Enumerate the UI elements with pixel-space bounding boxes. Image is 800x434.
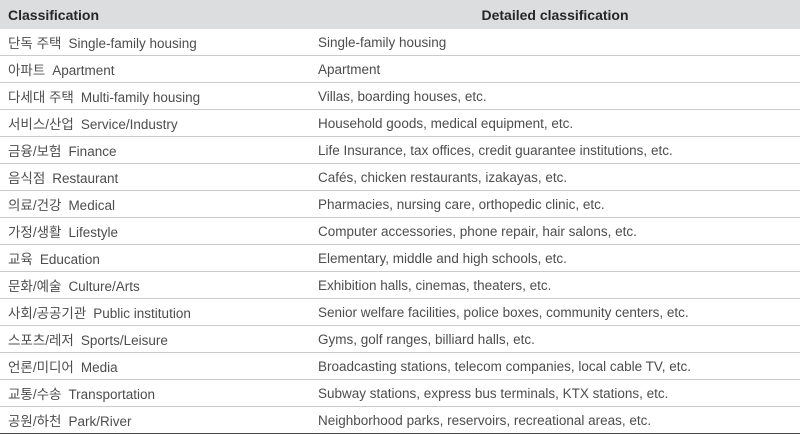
detailed-classification-cell: Subway stations, express bus terminals, … [310,379,800,407]
classification-cell: 금융/보험 Finance [0,136,310,164]
classification-korean-label: 언론/미디어 [8,360,74,375]
classification-english-label: Transportation [68,387,155,402]
table-body: 단독 주택 Single-family housing Single-family … [0,29,800,434]
classification-korean-label: 스포츠/레저 [8,333,74,348]
classification-cell: 의료/건강 Medical [0,190,310,218]
detailed-classification-cell: Life Insurance, tax offices, credit guar… [310,136,800,164]
column-header-detailed-classification: Detailed classification [310,0,800,29]
table-row: 문화/예술 Culture/Arts Exhibition halls, cinem… [0,271,800,299]
classification-english-label: Apartment [52,63,115,78]
classification-korean-label: 교통/수송 [8,387,62,402]
classification-cell: 서비스/산업 Service/Industry [0,109,310,137]
header-row: Classification Detailed classification [0,0,800,29]
classification-korean-label: 단독 주택 [8,36,62,51]
classification-korean-label: 공원/하천 [8,414,62,429]
detailed-classification-cell: Senior welfare facilities, police boxes,… [310,298,800,326]
classification-korean-label: 서비스/산업 [8,117,74,132]
table-row: 공원/하천 Park/River Neighborhood parks, reser… [0,406,800,434]
table-row: 사회/공공기관 Public institution Senior welfare … [0,298,800,326]
detailed-classification-cell: Household goods, medical equipment, etc. [310,109,800,137]
classification-korean-label: 교육 [8,252,33,267]
classification-english-label: Single-family housing [68,36,197,51]
detailed-classification-cell: Villas, boarding houses, etc. [310,82,800,110]
column-header-classification: Classification [0,0,310,29]
classification-korean-label: 가정/생활 [8,225,62,240]
classification-korean-label: 아파트 [8,63,46,78]
classification-cell: 문화/예술 Culture/Arts [0,271,310,299]
detailed-classification-cell: Computer accessories, phone repair, hair… [310,217,800,245]
classification-cell: 공원/하천 Park/River [0,406,310,434]
table-row: 언론/미디어 Media Broadcasting stations, teleco… [0,352,800,380]
detailed-classification-cell: Exhibition halls, cinemas, theaters, etc… [310,271,800,299]
classification-korean-label: 의료/건강 [8,198,62,213]
classification-korean-label: 금융/보험 [8,144,62,159]
table-row: 단독 주택 Single-family housing Single-family … [0,29,800,56]
detailed-classification-cell: Neighborhood parks, reservoirs, recreati… [310,406,800,434]
classification-cell: 교육 Education [0,244,310,272]
classification-english-label: Education [39,252,100,267]
classification-english-label: Multi-family housing [80,90,201,105]
classification-cell: 사회/공공기관 Public institution [0,298,310,326]
table-row: 음식점 Restaurant Cafés, chicken restaurants,… [0,163,800,191]
classification-cell: 아파트 Apartment [0,55,310,83]
classification-korean-label: 사회/공공기관 [8,306,87,321]
classification-english-label: Medical [68,198,115,213]
classification-english-label: Lifestyle [68,225,118,240]
detailed-classification-cell: Pharmacies, nursing care, orthopedic cli… [310,190,800,218]
classification-english-label: Public institution [93,306,191,321]
table-header: Classification Detailed classification [0,0,800,29]
detailed-classification-cell: Single-family housing [310,29,800,56]
classification-cell: 단독 주택 Single-family housing [0,29,310,56]
classification-english-label: Media [80,360,118,375]
classification-english-label: Sports/Leisure [80,333,168,348]
classification-korean-label: 음식점 [8,171,46,186]
classification-english-label: Park/River [68,414,132,429]
table-row: 서비스/산업 Service/Industry Household goods, m… [0,109,800,137]
classification-korean-label: 문화/예술 [8,279,62,294]
classification-cell: 음식점 Restaurant [0,163,310,191]
table-row: 의료/건강 Medical Pharmacies, nursing care, or… [0,190,800,218]
classification-cell: 교통/수송 Transportation [0,379,310,407]
table-row: 가정/생활 Lifestyle Computer accessories, phon… [0,217,800,245]
classification-cell: 가정/생활 Lifestyle [0,217,310,245]
classification-english-label: Service/Industry [80,117,178,132]
classification-korean-label: 다세대 주택 [8,90,74,105]
detailed-classification-cell: Cafés, chicken restaurants, izakayas, et… [310,163,800,191]
table-row: 교육 Education Elementary, middle and high s… [0,244,800,272]
classification-cell: 언론/미디어 Media [0,352,310,380]
detailed-classification-cell: Elementary, middle and high schools, etc… [310,244,800,272]
detailed-classification-cell: Broadcasting stations, telecom companies… [310,352,800,380]
detailed-classification-cell: Gyms, golf ranges, billiard halls, etc. [310,325,800,353]
classification-english-label: Culture/Arts [68,279,140,294]
table-row: 다세대 주택 Multi-family housing Villas, boardi… [0,82,800,110]
table-row: 아파트 Apartment Apartment [0,55,800,83]
classification-english-label: Restaurant [52,171,119,186]
detailed-classification-cell: Apartment [310,55,800,83]
classification-english-label: Finance [68,144,117,159]
table-row: 금융/보험 Finance Life Insurance, tax offices,… [0,136,800,164]
table-row: 스포츠/레저 Sports/Leisure Gyms, golf ranges, b… [0,325,800,353]
classification-cell: 스포츠/레저 Sports/Leisure [0,325,310,353]
table-row: 교통/수송 Transportation Subway stations, expr… [0,379,800,407]
classification-cell: 다세대 주택 Multi-family housing [0,82,310,110]
